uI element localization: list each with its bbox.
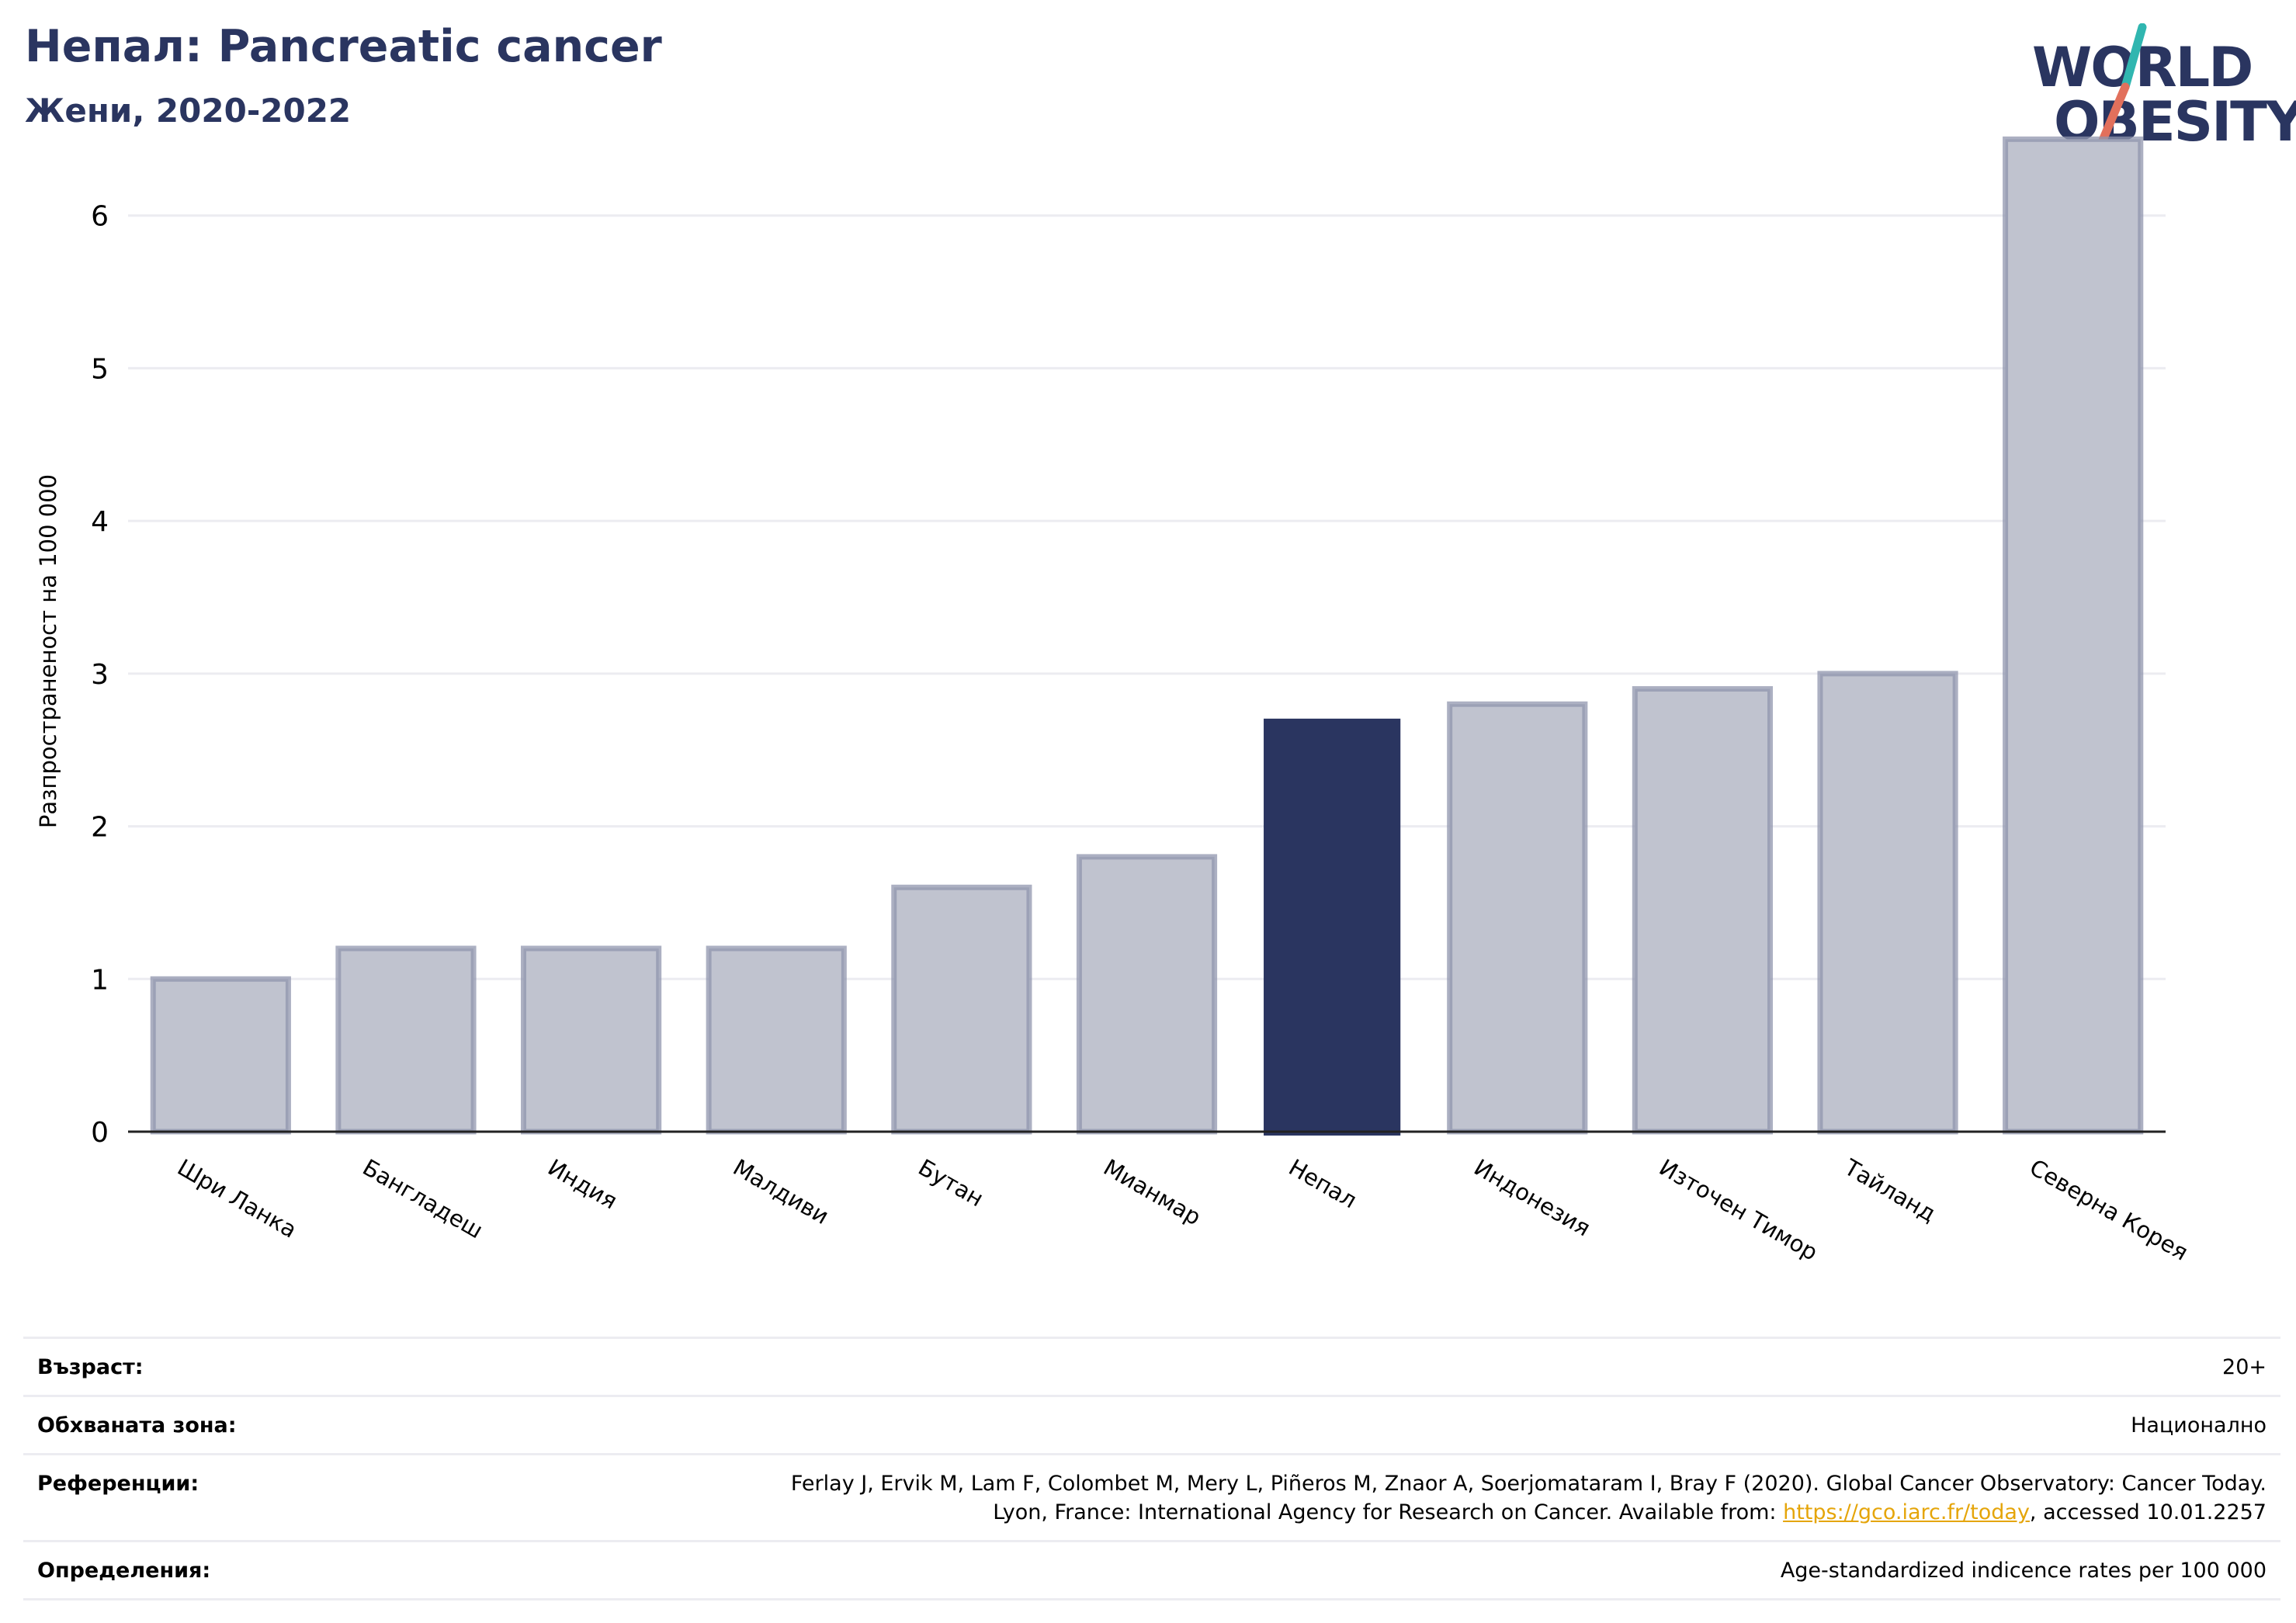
- x-tick-label: Индонезия: [1469, 1154, 1595, 1242]
- bar-6: [1076, 854, 1218, 1135]
- y-tick-label: 2: [91, 812, 109, 844]
- footer-row-coverage: Обхваната зона: Национално: [23, 1394, 2280, 1453]
- x-tick-label: Тайланд: [1840, 1153, 1941, 1227]
- x-tick-label: Бангладеш: [358, 1154, 487, 1244]
- y-tick-label: 6: [91, 201, 109, 233]
- bar-9: [1632, 686, 1774, 1135]
- references-value: Ferlay J, Ervik M, Lam F, Colombet M, Me…: [791, 1469, 2267, 1528]
- x-tick-label: Източен Тимор: [1655, 1154, 1823, 1266]
- y-axis-label: Разпространеност на 100 000: [35, 474, 61, 828]
- age-label: Възраст:: [37, 1355, 144, 1379]
- footer-row-references: Референции: Ferlay J, Ervik M, Lam F, Co…: [23, 1452, 2280, 1541]
- bar-4: [706, 945, 847, 1135]
- references-line-2-end: , accessed 10.01.2257: [2029, 1500, 2267, 1525]
- references-line-1: Ferlay J, Ervik M, Lam F, Colombet M, Me…: [790, 1471, 2267, 1496]
- y-axis-ticks: 0 1 2 3 4 5 6: [91, 201, 109, 1149]
- x-tick-label: Шри Ланка: [173, 1154, 301, 1243]
- age-value: 20+: [2222, 1355, 2267, 1379]
- bar-1: [150, 976, 291, 1135]
- chart-subtitle: Жени, 2020-2022: [25, 92, 352, 130]
- definitions-value: Age-standardized indicence rates per 100…: [1780, 1559, 2267, 1583]
- y-tick-label: 3: [91, 659, 109, 691]
- bar-7: [1264, 718, 1401, 1136]
- x-tick-label: Бутан: [914, 1154, 988, 1212]
- coverage-value: Национално: [2131, 1413, 2267, 1437]
- footer-row-definitions: Определения: Age-standardized indicence …: [23, 1540, 2280, 1600]
- logo-word-world: WORLD: [2032, 36, 2253, 99]
- bar-10: [1817, 671, 1958, 1135]
- bars: [150, 136, 2144, 1136]
- references-label: Референции:: [37, 1471, 199, 1496]
- bar-11: [2003, 136, 2144, 1135]
- bar-8: [1447, 701, 1588, 1135]
- footer-row-age: Възраст: 20+: [23, 1337, 2280, 1395]
- references-link[interactable]: https://gco.iarc.fr/today: [1783, 1500, 2030, 1525]
- x-tick-label: Северна Корея: [2025, 1154, 2193, 1266]
- chart-title: Непал: Pancreatic cancer: [25, 21, 662, 72]
- x-tick-label: Непал: [1285, 1154, 1361, 1214]
- bar-chart: 0 1 2 3 4 5 6 Шри Ланка Бангладеш Индия Малдиви Бу…: [35, 136, 2193, 1266]
- bar-3: [520, 945, 662, 1135]
- x-tick-label: Малдиви: [729, 1154, 834, 1230]
- x-tick-label: Мианмар: [1099, 1154, 1205, 1231]
- y-tick-label: 1: [91, 964, 109, 996]
- y-tick-label: 4: [91, 506, 109, 538]
- references-line-2-start: Lyon, France: International Agency for R…: [993, 1500, 1784, 1525]
- coverage-label: Обхваната зона:: [37, 1413, 237, 1437]
- bar-2: [335, 945, 477, 1135]
- bar-5: [891, 884, 1032, 1135]
- y-tick-label: 0: [91, 1117, 109, 1149]
- x-tick-label: Индия: [543, 1154, 622, 1215]
- definitions-label: Определения:: [37, 1559, 211, 1583]
- chart-footer: Възраст: 20+ Обхваната зона: Национално …: [23, 1337, 2280, 1600]
- x-axis-tick-labels: Шри Ланка Бангладеш Индия Малдиви Бутан Мианм…: [173, 1153, 2193, 1266]
- y-tick-label: 5: [91, 353, 109, 385]
